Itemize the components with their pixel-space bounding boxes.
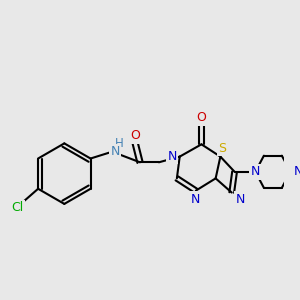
Text: N: N [191, 193, 200, 206]
Text: N: N [251, 165, 260, 178]
Text: N: N [294, 165, 300, 178]
Text: Cl: Cl [11, 201, 23, 214]
Text: H: H [115, 137, 124, 150]
Text: N: N [236, 193, 245, 206]
Text: S: S [218, 142, 226, 154]
Text: N: N [111, 146, 120, 158]
Text: O: O [196, 111, 206, 124]
Text: O: O [130, 129, 140, 142]
Text: N: N [167, 150, 177, 163]
